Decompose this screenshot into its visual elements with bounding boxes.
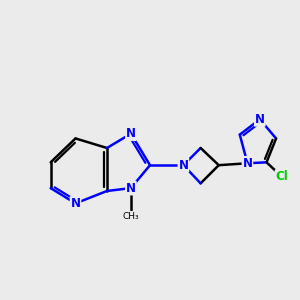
Text: N: N xyxy=(242,157,252,170)
Text: N: N xyxy=(255,113,265,126)
Text: N: N xyxy=(178,159,188,172)
Text: N: N xyxy=(126,182,136,195)
Text: CH₃: CH₃ xyxy=(123,212,139,220)
Text: N: N xyxy=(126,127,136,140)
Text: N: N xyxy=(70,197,80,210)
Text: Cl: Cl xyxy=(275,170,288,183)
